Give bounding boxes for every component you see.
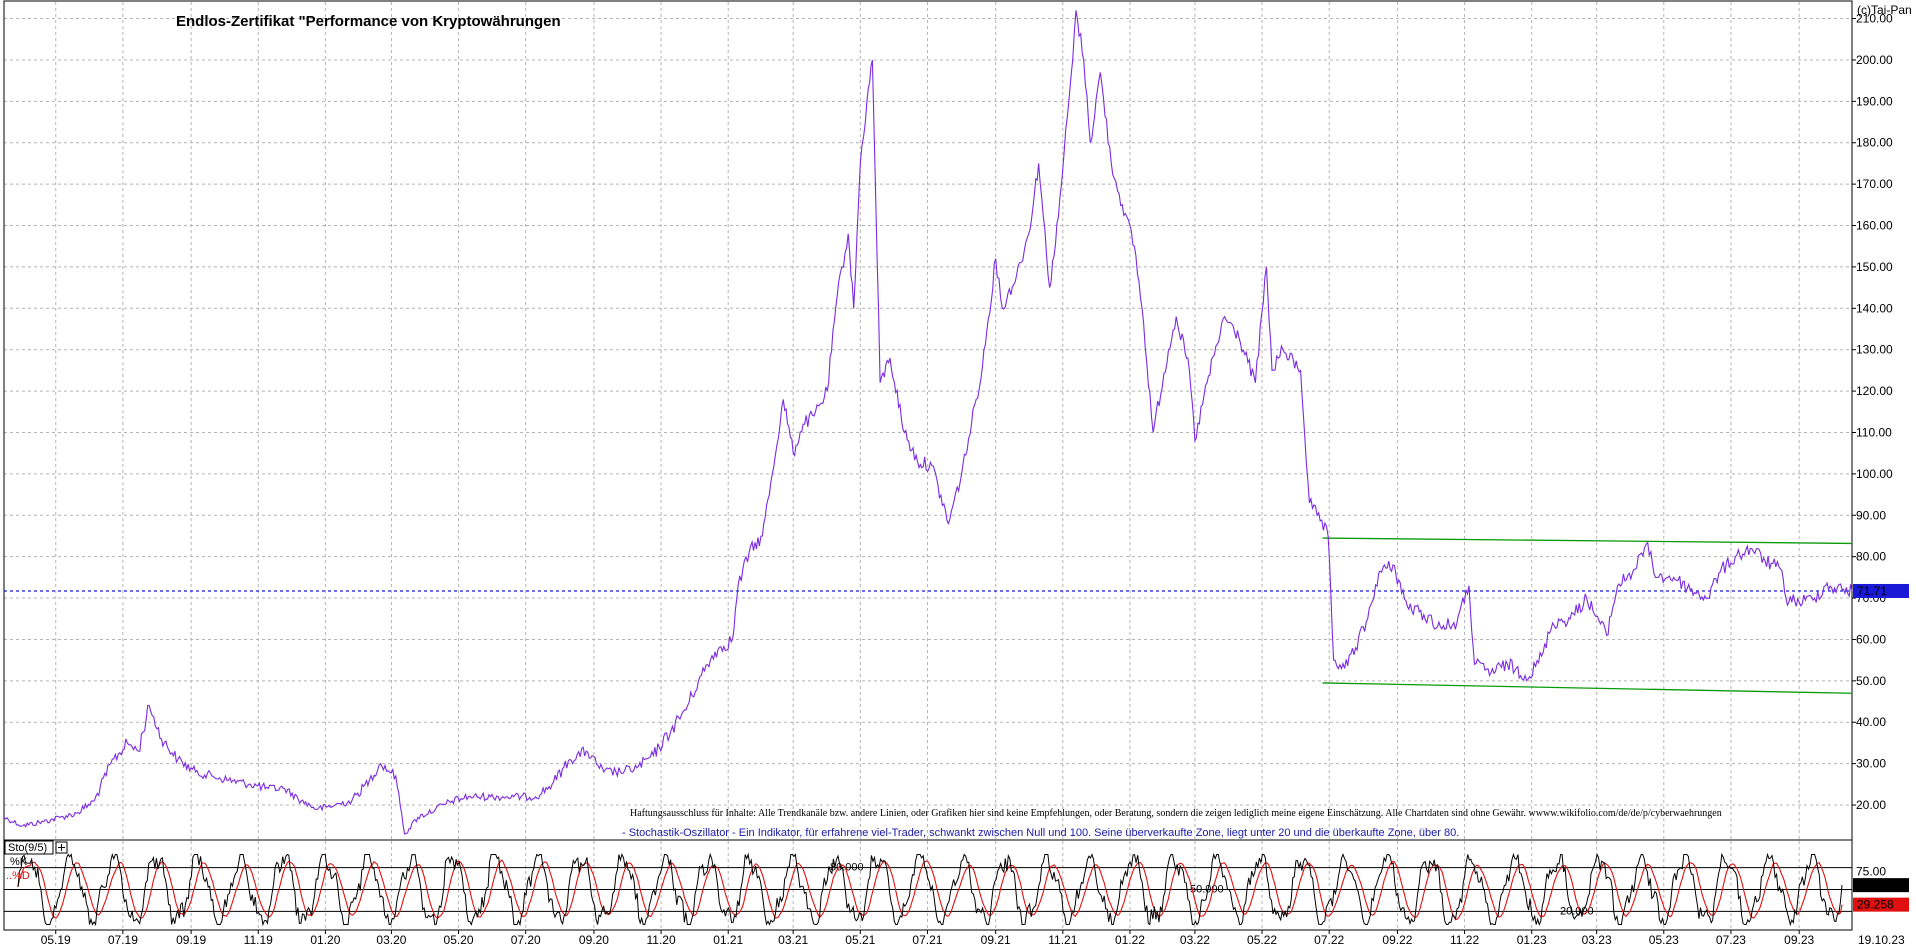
legend-k: %K <box>10 856 28 868</box>
y-tick-label: 50.00 <box>1856 674 1886 688</box>
y-tick-label: 20.00 <box>1856 798 1886 812</box>
y-tick-label: 210.00 <box>1856 12 1893 26</box>
copyright-label: (c)Tai-Pan <box>1857 3 1912 17</box>
last-value-marker: 71.71 <box>1853 583 1909 598</box>
x-tick-label: 09.22 <box>1382 933 1412 947</box>
price-line <box>3 10 1853 835</box>
stochastic-k-line <box>17 852 1843 927</box>
x-tick-label: 03.21 <box>778 933 808 947</box>
x-axis: 05.19 07.19 09.19 11.19 01.20 03.20 05.20 07.20… <box>41 930 1905 947</box>
stochastic-level-label: 80.000 <box>830 862 864 874</box>
y-tick-label: 80.00 <box>1856 550 1886 564</box>
x-tick-label: 03.22 <box>1180 933 1210 947</box>
x-tick-label: 11.21 <box>1048 933 1077 947</box>
y-tick-label: 100.00 <box>1856 467 1893 481</box>
y-tick-label: 160.00 <box>1856 219 1893 233</box>
legend-d: ..%D <box>6 870 30 882</box>
chart-title: Endlos-Zertifikat "Performance von Krypt… <box>176 13 561 30</box>
stochastic-y-tick: 75.00 <box>1856 864 1886 878</box>
chart-frame <box>3 0 1853 931</box>
x-tick-label: 09.21 <box>981 933 1011 947</box>
stochastic-note: - Stochastik-Oszillator - Ein Indikator,… <box>622 827 1459 839</box>
x-tick-label: 07.20 <box>511 933 541 947</box>
stochastic-level-label: 20.000 <box>1560 905 1594 917</box>
x-tick-label: 09.20 <box>579 933 609 947</box>
stochastic-levels: 80.000 50.000 20.000 <box>4 862 1852 917</box>
y-tick-label: 190.00 <box>1856 94 1893 108</box>
stochastic-title-box <box>4 840 54 855</box>
stochastic-series <box>17 852 1843 927</box>
plus-icon <box>58 844 65 851</box>
stochastic-grid <box>55 841 1800 930</box>
y-tick-label: 140.00 <box>1856 301 1893 315</box>
y-tick-label: 170.00 <box>1856 177 1893 191</box>
x-tick-label: 01.21 <box>713 933 743 947</box>
trendline <box>1322 537 1853 545</box>
d-value-label: 29.258 <box>1857 898 1894 912</box>
y-tick-label: 90.00 <box>1856 508 1886 522</box>
x-tick-label: 09.19 <box>176 933 206 947</box>
x-tick-label: 09.23 <box>1784 933 1814 947</box>
x-tick-label: 03.20 <box>376 933 406 947</box>
stochastic-level-label: 50.000 <box>1190 884 1224 896</box>
y-tick-label: 200.00 <box>1856 53 1893 67</box>
stochastic-legend: Sto(9/5) %K ..%D <box>4 840 68 882</box>
x-tick-label: 11.19 <box>244 933 273 947</box>
x-tick-label: 11.20 <box>647 933 676 947</box>
k-value-label: 55.98 <box>1857 878 1887 892</box>
x-tick-label: 05.22 <box>1247 933 1277 947</box>
stochastic-title: Sto(9/5) <box>8 842 47 854</box>
stochastic-d-line <box>17 859 1843 921</box>
y-tick-label: 130.00 <box>1856 343 1893 357</box>
price-series <box>3 10 1853 835</box>
k-value-box <box>1853 878 1909 893</box>
x-tick-label: 01.20 <box>310 933 340 947</box>
x-tick-label: 01.23 <box>1517 933 1547 947</box>
main-grid <box>4 2 1852 840</box>
trendlines <box>1322 537 1853 694</box>
x-tick-label: 05.20 <box>444 933 474 947</box>
y-tick-label: 180.00 <box>1856 136 1893 150</box>
x-tick-label: 01.22 <box>1115 933 1145 947</box>
last-value-label: 71.71 <box>1857 584 1887 598</box>
x-tick-label: 07.23 <box>1716 933 1746 947</box>
x-tick-label: 07.22 <box>1314 933 1344 947</box>
x-tick-label: 07.19 <box>108 933 138 947</box>
last-value-box <box>1853 583 1909 598</box>
x-tick-label: 03.23 <box>1582 933 1612 947</box>
plot-frame <box>3 0 1853 931</box>
x-tick-label: 05.23 <box>1649 933 1679 947</box>
y-tick-label: 30.00 <box>1856 757 1886 771</box>
x-tick-label: 05.21 <box>845 933 875 947</box>
y-tick-label: 150.00 <box>1856 260 1893 274</box>
x-tick-label: 11.22 <box>1450 933 1479 947</box>
disclaimer-text: Haftungsausschluss für Inhalte: Alle Tre… <box>630 808 1722 819</box>
trendline <box>1322 682 1853 694</box>
y-tick-label: 120.00 <box>1856 384 1893 398</box>
d-value-box <box>1853 897 1909 912</box>
y-tick-label: 60.00 <box>1856 632 1886 646</box>
last-date-label: 19.10.23 <box>1858 933 1905 947</box>
x-tick-label: 07.21 <box>912 933 942 947</box>
y-tick-label: 110.00 <box>1856 425 1892 439</box>
x-tick-label: 05.19 <box>41 933 71 947</box>
y-tick-label: 40.00 <box>1856 715 1886 729</box>
y-axis: 20.0030.0040.0050.0060.0070.0080.0090.00… <box>1852 12 1893 812</box>
